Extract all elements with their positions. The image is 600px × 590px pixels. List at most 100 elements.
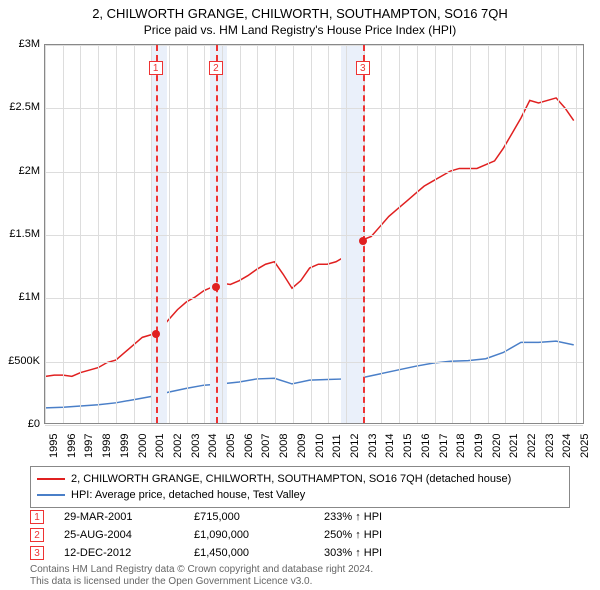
gridline-vertical: [488, 45, 489, 423]
sale-marker-line: [216, 45, 218, 423]
footer-line-1: Contains HM Land Registry data © Crown c…: [30, 564, 373, 576]
x-axis-label: 2022: [526, 434, 538, 458]
x-axis-label: 2007: [260, 434, 272, 458]
gridline-vertical: [381, 45, 382, 423]
x-axis-label: 2013: [367, 434, 379, 458]
gridline-vertical: [169, 45, 170, 423]
line-series-svg: [45, 45, 583, 423]
sale-marker-line: [156, 45, 158, 423]
sale-row: 312-DEC-2012£1,450,000303% ↑ HPI: [30, 544, 444, 562]
x-axis-label: 2011: [331, 434, 343, 458]
gridline-vertical: [399, 45, 400, 423]
sale-row: 2 25-AUG-2004£1,090,000250% ↑ HPI: [30, 526, 444, 544]
gridline-vertical: [328, 45, 329, 423]
sale-price: £1,090,000: [194, 529, 324, 541]
gridline-horizontal: [45, 172, 583, 173]
x-axis-label: 2023: [544, 434, 556, 458]
x-axis-label: 2018: [455, 434, 467, 458]
sale-price: £715,000: [194, 511, 324, 523]
x-axis-label: 2004: [207, 434, 219, 458]
gridline-horizontal: [45, 362, 583, 363]
y-axis-label: £500K: [4, 355, 40, 367]
x-axis-label: 1997: [83, 434, 95, 458]
gridline-horizontal: [45, 298, 583, 299]
sale-marker-badge: 1: [149, 61, 163, 75]
x-axis-label: 2024: [561, 434, 573, 458]
x-axis-label: 2016: [420, 434, 432, 458]
gridline-vertical: [470, 45, 471, 423]
sale-row-badge: 2: [30, 528, 44, 542]
gridline-vertical: [98, 45, 99, 423]
x-axis-label: 2020: [491, 434, 503, 458]
y-axis-label: £2.5M: [4, 101, 40, 113]
x-axis-label: 1999: [119, 434, 131, 458]
x-axis-label: 2012: [349, 434, 361, 458]
x-axis-label: 2005: [225, 434, 237, 458]
recession-band: [210, 45, 228, 423]
gridline-vertical: [293, 45, 294, 423]
legend-label: HPI: Average price, detached house, Test…: [71, 489, 305, 501]
sale-hpi: 250% ↑ HPI: [324, 529, 444, 541]
x-axis-label: 2008: [278, 434, 290, 458]
x-axis-label: 2003: [190, 434, 202, 458]
gridline-vertical: [134, 45, 135, 423]
footer-line-2: This data is licensed under the Open Gov…: [30, 576, 373, 588]
x-axis-label: 2025: [579, 434, 591, 458]
x-axis-label: 2001: [154, 434, 166, 458]
x-axis-label: 2010: [314, 434, 326, 458]
sale-point-dot: [359, 237, 367, 245]
x-axis-label: 1998: [101, 434, 113, 458]
gridline-vertical: [257, 45, 258, 423]
sale-marker-badge: 2: [209, 61, 223, 75]
sale-marker-badge: 3: [356, 61, 370, 75]
recession-band: [341, 45, 364, 423]
chart-title: 2, CHILWORTH GRANGE, CHILWORTH, SOUTHAMP…: [0, 0, 600, 21]
series-line: [45, 98, 573, 376]
x-axis-label: 2019: [473, 434, 485, 458]
gridline-vertical: [505, 45, 506, 423]
legend-item: HPI: Average price, detached house, Test…: [37, 487, 563, 503]
sale-row: 129-MAR-2001£715,000233% ↑ HPI: [30, 508, 444, 526]
legend-label: 2, CHILWORTH GRANGE, CHILWORTH, SOUTHAMP…: [71, 473, 511, 485]
gridline-vertical: [558, 45, 559, 423]
sales-table: 129-MAR-2001£715,000233% ↑ HPI225-AUG-20…: [30, 508, 444, 562]
gridline-vertical: [63, 45, 64, 423]
x-axis-label: 2017: [438, 434, 450, 458]
series-line: [45, 341, 573, 408]
gridline-vertical: [240, 45, 241, 423]
gridline-vertical: [311, 45, 312, 423]
y-axis-label: £1.5M: [4, 228, 40, 240]
sale-marker-line: [363, 45, 365, 423]
sale-point-dot: [212, 283, 220, 291]
gridline-vertical: [452, 45, 453, 423]
sale-point-dot: [152, 330, 160, 338]
gridline-horizontal: [45, 45, 583, 46]
y-axis-label: £0: [4, 418, 40, 430]
gridline-vertical: [204, 45, 205, 423]
sale-row-badge: 1: [30, 510, 44, 524]
gridline-vertical: [187, 45, 188, 423]
gridline-vertical: [116, 45, 117, 423]
gridline-vertical: [45, 45, 46, 423]
x-axis-label: 2021: [508, 434, 520, 458]
x-axis-label: 2014: [384, 434, 396, 458]
gridline-vertical: [151, 45, 152, 423]
gridline-vertical: [541, 45, 542, 423]
gridline-horizontal: [45, 108, 583, 109]
plot-area: 1 2 3: [44, 44, 584, 424]
gridline-vertical: [435, 45, 436, 423]
gridline-vertical: [222, 45, 223, 423]
x-axis-label: 2002: [172, 434, 184, 458]
legend-item: 2, CHILWORTH GRANGE, CHILWORTH, SOUTHAMP…: [37, 471, 563, 487]
x-axis-label: 2006: [243, 434, 255, 458]
gridline-vertical: [523, 45, 524, 423]
sale-price: £1,450,000: [194, 547, 324, 559]
gridline-horizontal: [45, 235, 583, 236]
gridline-vertical: [576, 45, 577, 423]
sale-date: 25-AUG-2004: [64, 529, 194, 541]
sale-row-badge: 3: [30, 546, 44, 560]
footer-attribution: Contains HM Land Registry data © Crown c…: [30, 564, 373, 588]
gridline-vertical: [275, 45, 276, 423]
recession-band: [151, 45, 167, 423]
legend-swatch: [37, 478, 65, 480]
